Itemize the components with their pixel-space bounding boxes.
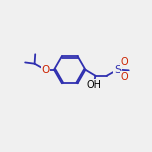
Text: O: O <box>121 72 128 82</box>
Text: OH: OH <box>86 80 101 90</box>
Text: S: S <box>114 65 121 75</box>
Text: O: O <box>121 57 128 67</box>
Text: O: O <box>41 65 49 75</box>
